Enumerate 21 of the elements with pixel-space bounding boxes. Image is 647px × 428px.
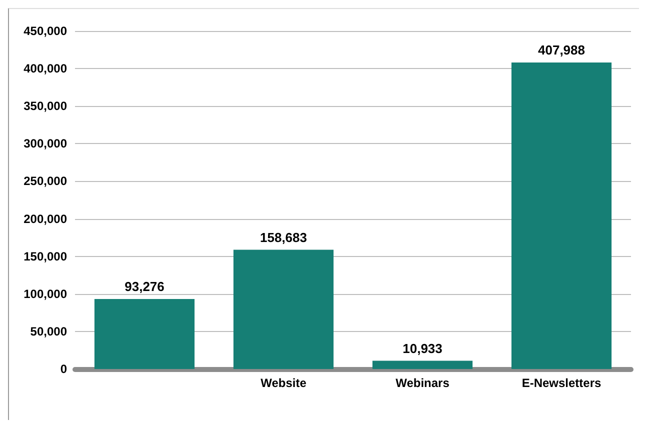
data-label: 158,683 xyxy=(260,230,307,245)
x-tick-label: E-Newsletters xyxy=(522,376,602,390)
bar xyxy=(372,360,473,369)
y-tick-label: 350,000 xyxy=(24,99,68,114)
y-tick-label: 100,000 xyxy=(24,286,68,301)
y-tick-label: 0 xyxy=(60,362,68,376)
y-tick-label: 450,000 xyxy=(24,24,68,38)
y-tick-label: 50,000 xyxy=(30,324,68,338)
y-tick-label: 300,000 xyxy=(24,136,68,151)
y-tick-label: 250,000 xyxy=(24,174,68,188)
data-label: 407,988 xyxy=(538,42,585,58)
y-tick-label: 200,000 xyxy=(24,212,68,226)
x-tick-label: Webinars xyxy=(396,376,450,390)
data-label: 10,933 xyxy=(402,340,442,356)
bar xyxy=(511,62,612,369)
x-tick-label: Website xyxy=(260,376,307,390)
bar xyxy=(233,250,334,369)
bar xyxy=(94,298,195,369)
y-tick-label: 150,000 xyxy=(24,249,68,264)
y-tick-label: 400,000 xyxy=(24,62,68,76)
data-label: 93,276 xyxy=(124,278,164,294)
